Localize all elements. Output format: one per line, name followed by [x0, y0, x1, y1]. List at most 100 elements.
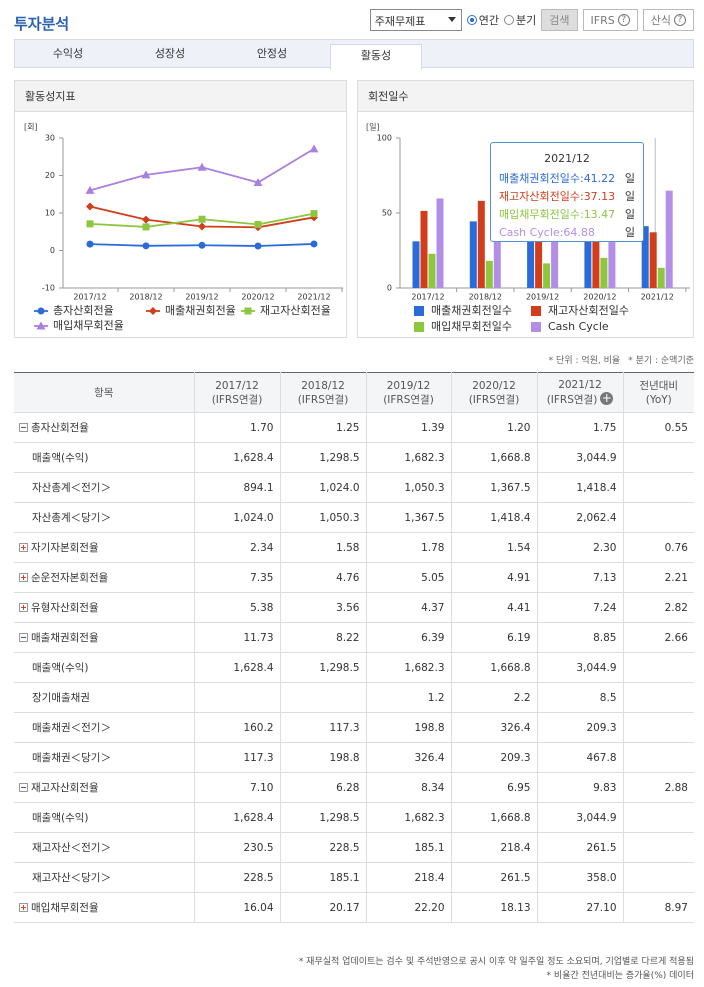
toggle-icon[interactable] [19, 783, 28, 792]
value-cell: 1.75 [536, 412, 624, 443]
toggle-icon[interactable] [19, 633, 28, 642]
value-cell [622, 742, 694, 773]
value-cell: 117.3 [279, 712, 367, 743]
cell-value: 1,298.5 [319, 661, 360, 674]
cell-value: 4.41 [507, 601, 531, 614]
button-label: 검색 [549, 14, 570, 27]
cell-value: 4.76 [336, 571, 360, 584]
formula-button[interactable]: 산식? [642, 9, 694, 31]
header-row: 항목 2017/12 (IFRS연결) 2018/12 (IFRS연결) 2019/12(… [14, 372, 694, 413]
value-cell [193, 682, 281, 713]
tooltip-row: 매출채권회전일수:41.22 일 [499, 170, 635, 188]
column-header: 2017/12 (IFRS연결) [193, 372, 281, 413]
tooltip: 2021/12 매출채권회전일수:41.22 일 재고자산회전일수:37.13 일 매입채… [490, 142, 644, 242]
x-tick-label: 2019/12 [526, 293, 559, 302]
bar [543, 263, 551, 288]
radio-annual[interactable]: 연간 [466, 12, 499, 28]
value-cell: 2.82 [622, 592, 694, 623]
footer-note: * 재무실적 업데이트는 검수 및 주석반영으로 공시 이후 약 일주일 정도 … [298, 957, 694, 967]
tooltip-separator: : [579, 172, 584, 185]
toggle-icon[interactable] [19, 543, 28, 552]
tab[interactable]: 수익성 [52, 47, 84, 60]
value-cell: 2,062.4 [536, 502, 624, 533]
tooltip-unit: 일 [624, 172, 635, 185]
value-cell: 1,628.4 [193, 442, 281, 473]
value-cell: 218.4 [450, 832, 538, 863]
tooltip-title: 2021/12 [544, 152, 590, 165]
x-tick-label: 2019/12 [185, 293, 218, 302]
note: * 단위 : 억원, 비율 [548, 356, 621, 366]
item-cell: 유형자산회전율 [14, 592, 195, 623]
tooltip-unit: 일 [624, 190, 635, 203]
value-cell: 467.8 [536, 742, 624, 773]
value-cell: 209.3 [536, 712, 624, 743]
chart-title: 활동성지표 [25, 89, 76, 103]
item-cell: 자산총계＜전기＞ [14, 472, 195, 503]
value-cell: 1,367.5 [365, 502, 452, 533]
cell-value: 1,668.8 [490, 811, 531, 824]
tab[interactable]: 성장성 [154, 47, 186, 60]
marker [253, 178, 263, 187]
toggle-icon[interactable] [19, 903, 28, 912]
toggle-icon[interactable] [19, 573, 28, 582]
value-cell: 22.20 [365, 892, 452, 923]
value-cell [622, 832, 694, 863]
legend-label: 총자산회전율 [53, 304, 114, 317]
item-name: 매출채권＜당기＞ [32, 752, 111, 764]
item-name: 순운전자본회전율 [31, 572, 109, 584]
search-button[interactable]: 검색 [541, 9, 578, 31]
toggle-icon[interactable] [19, 603, 28, 612]
toggle-icon[interactable] [19, 423, 28, 432]
tooltip-value: 64.88 [563, 226, 595, 239]
cell-value: 1,628.4 [233, 811, 274, 824]
header-text: 전년대비 [639, 379, 679, 392]
table-row: 매출채권＜전기＞ 160.2 117.3 198.8 326.4 209.3 [14, 712, 694, 743]
tooltip-unit: 일 [624, 208, 635, 221]
item-name: 재고자산＜전기＞ [32, 842, 111, 854]
legend-label: 매입채무회전율 [53, 319, 124, 332]
marker [141, 170, 151, 179]
statement-select[interactable]: 주재무제표 [369, 9, 462, 31]
header-text: 2021/12 [558, 379, 602, 391]
value-cell: 894.1 [193, 472, 281, 503]
value-cell: 8.22 [279, 622, 367, 653]
radio-quarter[interactable]: 분기 [504, 12, 536, 28]
header-text: (IFRS연결) [468, 393, 520, 406]
value-cell: 27.10 [536, 892, 624, 923]
value-cell: 1,668.8 [450, 802, 538, 833]
value-cell: 230.5 [193, 832, 281, 863]
tab[interactable]: 활동성 [330, 44, 422, 70]
column-header: 전년대비 (YoY) [622, 372, 694, 413]
cell-value: 230.5 [243, 841, 274, 854]
item-name: 매출채권＜전기＞ [32, 722, 111, 734]
note: * 분기 : 순액기준 [628, 356, 694, 366]
y-tick-label: 100 [377, 134, 392, 143]
value-cell [622, 652, 694, 683]
legend-swatch [414, 322, 424, 332]
marker [310, 240, 318, 248]
item-cell: 매출채권＜당기＞ [14, 742, 195, 773]
item-name: 총자산회전율 [31, 422, 89, 434]
item-name: 장기매출채권 [32, 692, 90, 704]
tooltip-value: 13.47 [583, 208, 616, 221]
value-cell [622, 682, 694, 713]
bar [420, 210, 428, 288]
tab[interactable]: 안정성 [256, 47, 288, 60]
item-cell: 총자산회전율 [14, 412, 195, 443]
cell-value: 1.2 [427, 691, 445, 704]
expand-icon[interactable]: + [600, 391, 614, 405]
value-cell: 1,628.4 [193, 652, 281, 683]
ifrs-button[interactable]: IFRS? [582, 9, 638, 31]
cell-value: 7.13 [593, 571, 617, 584]
cell-value: 8.5 [599, 691, 617, 704]
header-text: (YoY) [645, 393, 672, 406]
cell-value: 358.0 [586, 871, 617, 884]
legend-swatch [414, 306, 424, 316]
value-cell: 5.05 [365, 562, 452, 593]
cell-value: 1.20 [507, 421, 531, 434]
value-cell [622, 502, 694, 533]
cell-value: 1,628.4 [233, 661, 274, 674]
value-cell: 1,418.4 [450, 502, 538, 533]
value-cell: 4.41 [450, 592, 538, 623]
value-cell: 6.19 [450, 622, 538, 653]
